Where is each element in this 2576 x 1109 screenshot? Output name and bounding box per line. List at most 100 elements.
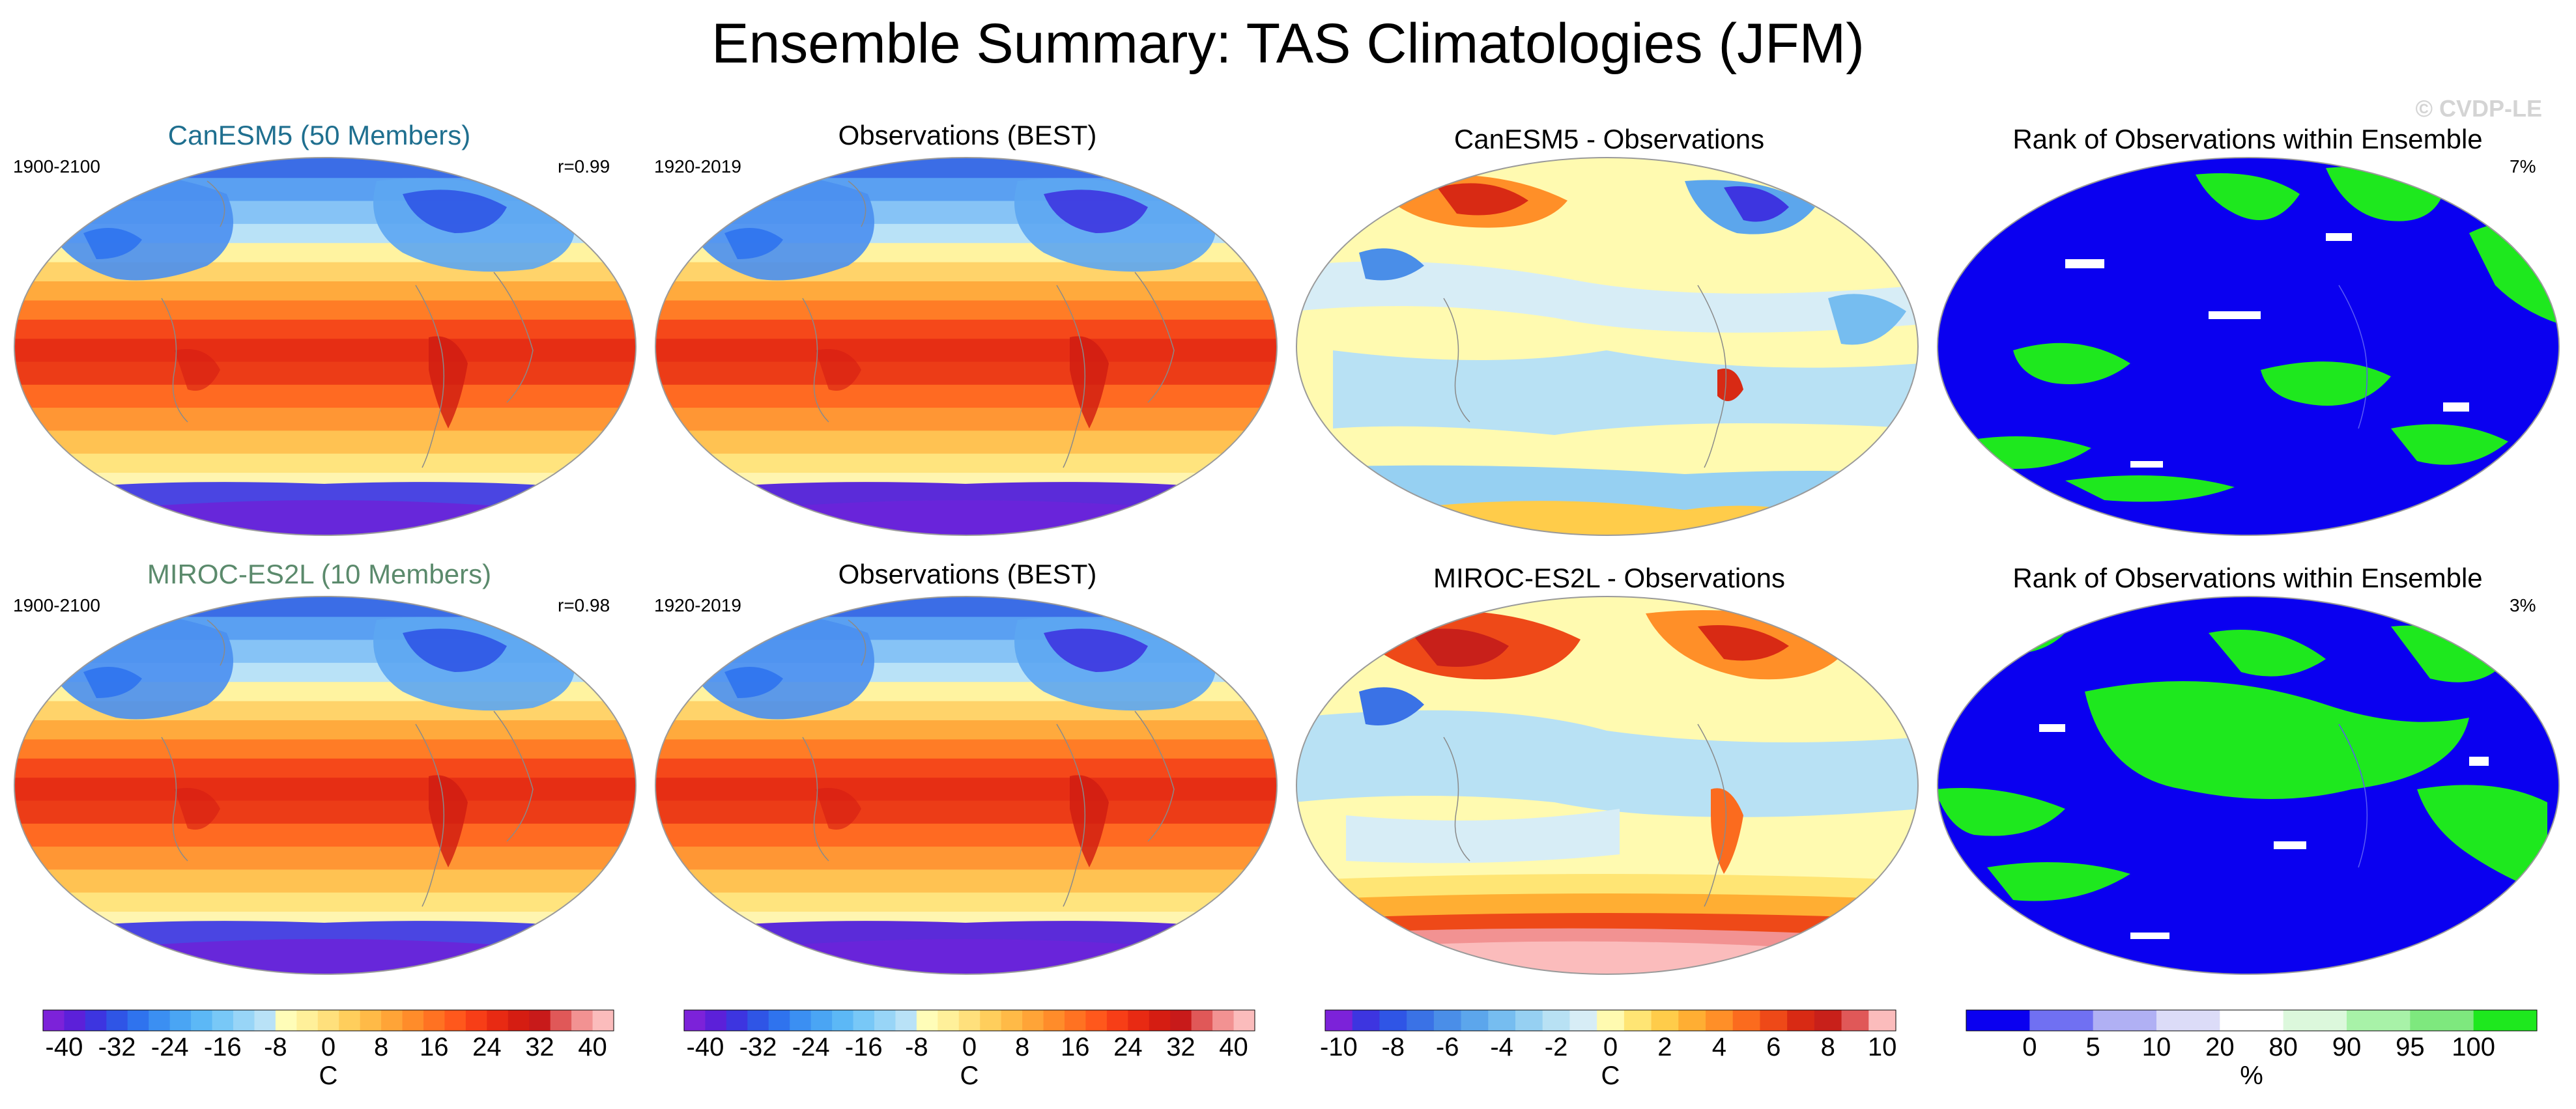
colorbar-swatch <box>832 1010 854 1031</box>
colorbar-swatch <box>317 1010 339 1031</box>
colorbar-swatch <box>571 1010 594 1031</box>
map-miroc-climatology <box>14 596 637 975</box>
colorbar-swatch <box>1128 1010 1150 1031</box>
colorbar-swatch <box>1868 1010 1896 1031</box>
colorbar-swatch <box>360 1010 382 1031</box>
colorbar-tick-label: -24 <box>150 1033 189 1061</box>
colorbar-tick-label: -8 <box>905 1033 928 1061</box>
colorbar-swatch <box>592 1010 614 1031</box>
correlation-label: r=0.99 <box>558 156 610 176</box>
colorbar-swatch <box>1106 1010 1128 1031</box>
colorbar-tick-label: 2 <box>1657 1033 1672 1061</box>
colorbar-climatology <box>42 1009 614 1032</box>
colorbar-swatch <box>1732 1010 1760 1031</box>
colorbar-unit-label: C <box>1601 1061 1620 1090</box>
colorbar-tick-label: 16 <box>419 1033 449 1061</box>
panel-title: CanESM5 - Observations <box>1453 124 1765 154</box>
colorbar-swatch <box>1407 1010 1435 1031</box>
colorbar-swatch <box>339 1010 361 1031</box>
colorbar-tick-label: 0 <box>962 1033 977 1061</box>
colorbar-tick-label: 4 <box>1711 1033 1726 1061</box>
colorbar-tick-label: 10 <box>1867 1033 1897 1061</box>
colorbar-tick-label: -24 <box>792 1033 830 1061</box>
colorbar-swatch <box>402 1010 424 1031</box>
period-label: 1920-2019 <box>654 595 741 615</box>
colorbar-tick-label: 40 <box>1219 1033 1248 1061</box>
colorbar-swatch <box>254 1010 276 1031</box>
colorbar-tick-label: -32 <box>98 1033 136 1061</box>
colorbar-swatch <box>233 1010 255 1031</box>
colorbar-observations <box>683 1009 1255 1032</box>
colorbar-swatch <box>2410 1010 2474 1031</box>
colorbar-swatch <box>1841 1010 1869 1031</box>
colorbar-swatch <box>1233 1010 1255 1031</box>
colorbar-swatch <box>916 1010 938 1031</box>
colorbar-difference <box>1324 1009 1896 1032</box>
colorbar-swatch <box>1488 1010 1516 1031</box>
colorbar-swatch <box>465 1010 487 1031</box>
colorbar-tick-label: -6 <box>1435 1033 1459 1061</box>
colorbar-swatch <box>529 1010 551 1031</box>
colorbar-swatch <box>1597 1010 1625 1031</box>
period-label: 1920-2019 <box>654 156 741 176</box>
colorbar-swatch <box>381 1010 403 1031</box>
rank-percent-label: 7% <box>2510 156 2536 176</box>
colorbar-swatch <box>2283 1010 2347 1031</box>
colorbar-swatch <box>980 1010 1002 1031</box>
colorbar-swatch <box>149 1010 171 1031</box>
colorbar-swatch <box>2093 1010 2157 1031</box>
panel-title: Observations (BEST) <box>838 559 1097 589</box>
colorbar-swatch <box>1379 1010 1407 1031</box>
correlation-label: r=0.98 <box>558 595 610 615</box>
colorbar-swatch <box>1542 1010 1570 1031</box>
colorbar-swatch <box>726 1010 748 1031</box>
colorbar-swatch <box>1966 1010 2030 1031</box>
map-miroc-rank <box>1937 596 2560 975</box>
colorbar-tick-label: 24 <box>472 1033 502 1061</box>
colorbar-swatch <box>937 1010 960 1031</box>
colorbar-tick-label: 24 <box>1113 1033 1143 1061</box>
colorbar-tick-label: 0 <box>2022 1033 2037 1061</box>
colorbar-swatch <box>212 1010 234 1031</box>
period-label: 1900-2100 <box>13 595 100 615</box>
colorbar-swatch <box>1515 1010 1543 1031</box>
colorbar-swatch <box>790 1010 812 1031</box>
colorbar-swatch <box>508 1010 530 1031</box>
panel-title: CanESM5 (50 Members) <box>167 120 471 150</box>
colorbar-tick-label: 95 <box>2396 1033 2425 1061</box>
colorbar-tick-label: -2 <box>1544 1033 1568 1061</box>
colorbar-swatch <box>810 1010 833 1031</box>
colorbar-swatch <box>874 1010 896 1031</box>
colorbar-swatch <box>1624 1010 1652 1031</box>
colorbar-swatch <box>1085 1010 1108 1031</box>
map-observations-climatology <box>655 596 1278 975</box>
colorbar-tick-label: 8 <box>1014 1033 1030 1061</box>
colorbar-swatch <box>106 1010 128 1031</box>
colorbar-tick-label: 0 <box>321 1033 336 1061</box>
map-observations-climatology <box>655 157 1278 536</box>
colorbar-swatch <box>2473 1010 2538 1031</box>
colorbar-swatch <box>85 1010 107 1031</box>
colorbar-swatch <box>444 1010 466 1031</box>
colorbar-swatch <box>2029 1010 2094 1031</box>
colorbar-swatch <box>2156 1010 2220 1031</box>
colorbar-swatch <box>1651 1010 1679 1031</box>
colorbar-tick-label: 90 <box>2332 1033 2362 1061</box>
colorbar-swatch <box>191 1010 213 1031</box>
colorbar-rank <box>1966 1009 2538 1032</box>
colorbar-swatch <box>423 1010 445 1031</box>
colorbar-swatch <box>705 1010 727 1031</box>
colorbar-tick-label: -8 <box>264 1033 287 1061</box>
colorbar-tick-label: 20 <box>2205 1033 2235 1061</box>
colorbar-swatch <box>1170 1010 1192 1031</box>
colorbar-swatch <box>1191 1010 1213 1031</box>
colorbar-tick-label: 0 <box>1603 1033 1618 1061</box>
colorbar-tick-label: -16 <box>844 1033 883 1061</box>
colorbar-unit-label: C <box>319 1061 338 1090</box>
colorbar-tick-label: 8 <box>1820 1033 1835 1061</box>
watermark: © CVDP-LE <box>2415 95 2542 122</box>
colorbar-swatch <box>747 1010 769 1031</box>
map-miroc-difference <box>1296 596 1919 975</box>
colorbar-tick-label: -4 <box>1490 1033 1513 1061</box>
map-canesm5-climatology <box>14 157 637 536</box>
